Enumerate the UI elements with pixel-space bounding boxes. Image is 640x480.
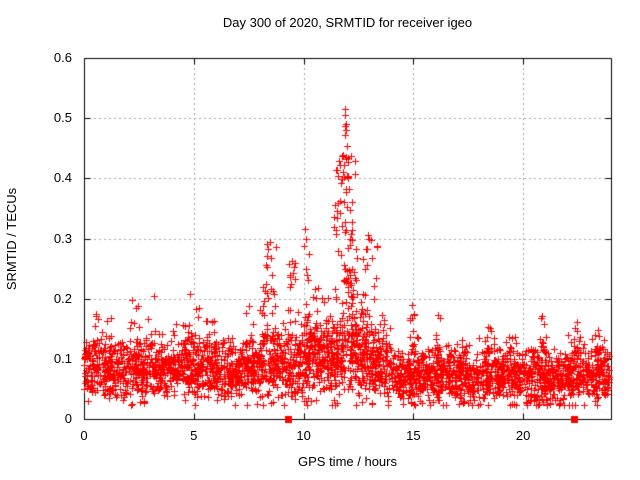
y-tick-label: 0.6 (53, 50, 72, 65)
x-tick-label: 0 (80, 428, 88, 443)
y-tick-label: 0.3 (53, 230, 72, 246)
y-tick-label: 0.1 (53, 350, 72, 366)
y-tick-label: 0.2 (53, 290, 72, 306)
x-axis-label: GPS time / hours (298, 454, 397, 469)
chart-title: Day 300 of 2020, SRMTID for receiver ige… (222, 15, 473, 30)
y-tick-label: 0.4 (53, 170, 72, 186)
y-tick-label: 0 (64, 411, 72, 426)
x-tick-label: 20 (515, 428, 531, 443)
x-tick-label: 15 (406, 428, 421, 443)
x-tick-label: 10 (296, 428, 311, 443)
x-tick-label: 5 (190, 428, 198, 443)
y-tick-label: 0.5 (53, 110, 72, 126)
